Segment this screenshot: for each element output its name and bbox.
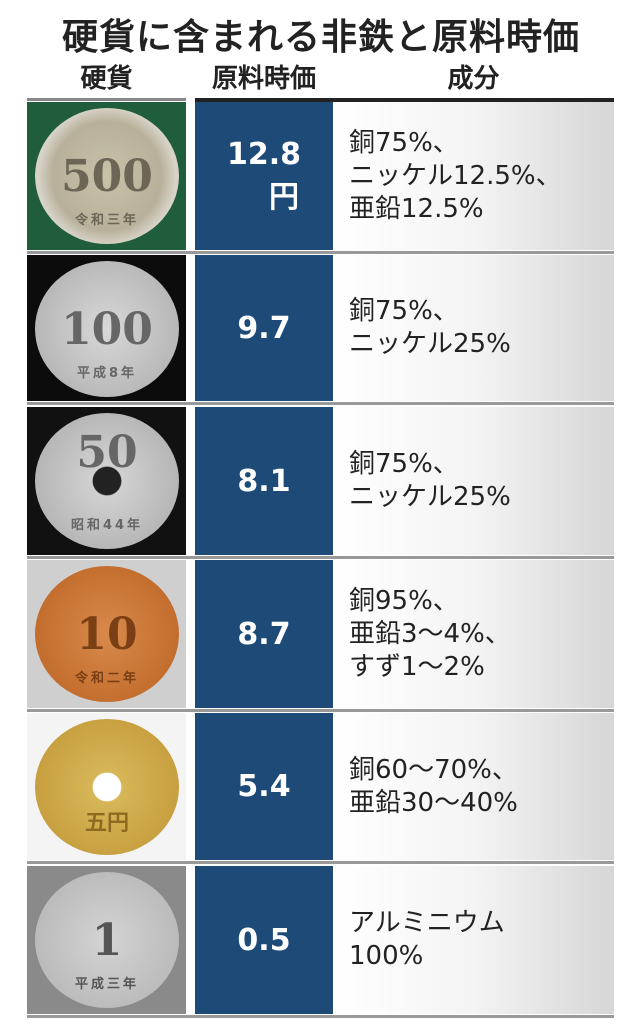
coin-image: 1 平成三年 (35, 872, 179, 1008)
price-value: 8.1 (237, 463, 291, 499)
header-price: 原料時価 (211, 64, 316, 94)
row-divider (27, 709, 614, 712)
coin-denomination: 50 (76, 427, 138, 478)
coin-photo: 500 令和三年 (27, 102, 186, 250)
composition-line: 銅60～70%、 (349, 754, 518, 785)
coin-denomination: 10 (76, 608, 138, 660)
header-coin: 硬貨 (80, 64, 133, 94)
row-divider (27, 251, 614, 254)
coin-image: 500 令和三年 (35, 108, 179, 244)
price-value: 12.8 (226, 136, 302, 172)
header-rule-left (27, 98, 186, 101)
composition-line: ニッケル25% (349, 482, 511, 512)
coin-photo: 五円 (27, 713, 186, 860)
coin-era-inscription: 平成三年 (74, 977, 139, 992)
row-divider (27, 861, 614, 864)
coin-denomination: 五円 (84, 810, 129, 836)
row-divider (27, 1015, 614, 1018)
composition-line: アルミニウム (349, 908, 505, 938)
composition-line: 銅95%、 (349, 585, 459, 616)
table-row: 100 平成8年 9.7 銅75%、 ニッケル25% (27, 255, 614, 405)
price-cell: 8.1 (195, 407, 333, 555)
composition-line: ニッケル12.5%、 (349, 160, 562, 191)
price-cell: 12.8 円 (195, 102, 333, 250)
coin-image: 10 令和二年 (35, 566, 179, 702)
price-cell: 0.5 (195, 866, 333, 1014)
price-cell: 9.7 (195, 255, 333, 401)
price-value: 8.7 (237, 616, 291, 652)
price-cell: 8.7 (195, 560, 333, 708)
header-composition: 成分 (447, 64, 500, 94)
coin-denomination: 500 (61, 150, 153, 202)
coin-era-inscription: 平成8年 (76, 366, 138, 381)
composition-cell: 銅75%、 ニッケル25% (333, 407, 614, 555)
composition-cell: 銅60～70%、 亜鉛30～40% (333, 713, 614, 860)
row-divider (27, 402, 614, 405)
page-title: 硬貨に含まれる非鉄と原料時価 (61, 17, 580, 58)
price-unit: 円 (269, 179, 299, 215)
table-row: 10 令和二年 8.7 銅95%、 亜鉛3～4%、 すず1～2% (27, 560, 614, 712)
coin-photo: 100 平成8年 (27, 255, 186, 401)
table-row: 1 平成三年 0.5 アルミニウム 100% (27, 866, 614, 1018)
price-value: 0.5 (237, 922, 291, 958)
composition-cell: 銅75%、 ニッケル25% (333, 255, 614, 401)
coin-image: 50 昭和44年 (35, 413, 179, 549)
table-row: 五円 5.4 銅60～70%、 亜鉛30～40% (27, 713, 614, 864)
coin-photo: 50 昭和44年 (27, 407, 186, 555)
price-value: 9.7 (237, 310, 291, 346)
composition-line: 亜鉛30～40% (349, 787, 518, 818)
composition-line: 100% (349, 941, 424, 971)
table-row: 50 昭和44年 8.1 銅75%、 ニッケル25% (27, 407, 614, 559)
composition-line: 銅75%、 (349, 127, 459, 158)
composition-line: すず1～2% (349, 651, 485, 682)
coin-denomination: 100 (61, 303, 153, 355)
coin-era-inscription: 昭和44年 (70, 518, 144, 533)
price-value: 5.4 (237, 769, 291, 804)
coin-photo: 10 令和二年 (27, 560, 186, 708)
composition-line: 亜鉛12.5% (349, 193, 484, 224)
coin-denomination: 1 (91, 914, 123, 966)
composition-line: 銅75%、 (349, 296, 459, 326)
row-divider (27, 556, 614, 559)
coin-era-inscription: 令和二年 (74, 671, 139, 686)
header-rule (195, 98, 614, 102)
coin-image: 五円 (35, 719, 179, 855)
composition-cell: アルミニウム 100% (333, 866, 614, 1014)
composition-line: 銅75%、 (349, 449, 459, 479)
composition-cell: 銅95%、 亜鉛3～4%、 すず1～2% (333, 560, 614, 708)
coin-era-inscription: 令和三年 (74, 213, 139, 228)
composition-line: 亜鉛3～4%、 (349, 618, 511, 649)
composition-line: ニッケル25% (349, 329, 511, 359)
coin-image: 100 平成8年 (35, 261, 179, 397)
price-cell: 5.4 (195, 713, 333, 860)
composition-cell: 銅75%、 ニッケル12.5%、 亜鉛12.5% (333, 102, 614, 250)
table-row: 500 令和三年 12.8 円 銅75%、 ニッケル12.5%、 亜鉛12.5% (27, 102, 614, 254)
coin-photo: 1 平成三年 (27, 866, 186, 1014)
